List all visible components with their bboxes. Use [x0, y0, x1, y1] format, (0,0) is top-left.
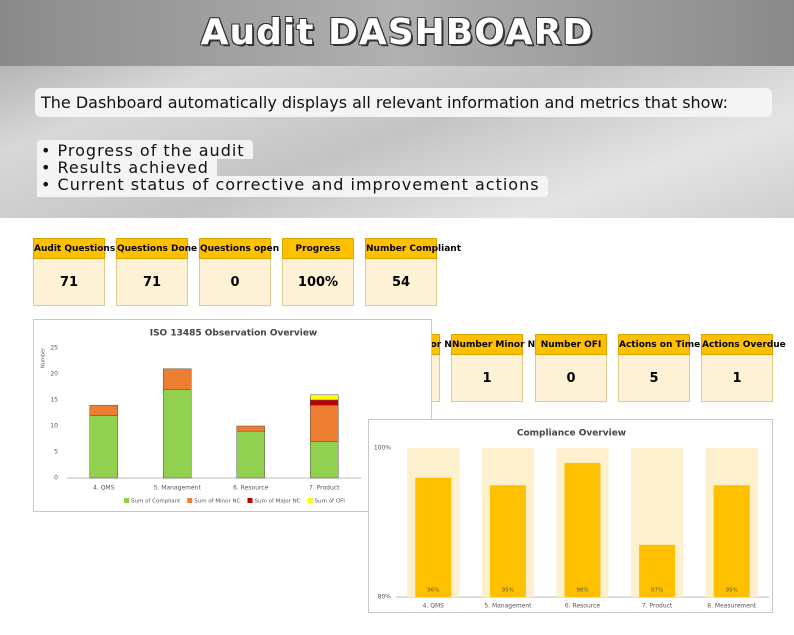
- kpi-label: Progress: [282, 238, 354, 259]
- kpi-value: 71: [33, 259, 105, 306]
- bar-segment: [236, 425, 265, 432]
- bar: [564, 462, 601, 597]
- legend-label: Sum of Major NC: [255, 499, 301, 505]
- kpi-card: Number Compliant 54: [365, 238, 461, 306]
- bullets: • Progress of the audit • Results achieve…: [37, 140, 548, 197]
- legend-swatch: [124, 498, 129, 503]
- x-tick-label: 5. Management: [154, 485, 202, 492]
- kpi-card: Number OFI 0: [535, 334, 607, 402]
- chart: Compliance Overview 80% 100% 4. QMS 96% 5. Ma…: [368, 419, 773, 613]
- kpi-value: 1: [451, 355, 523, 402]
- bullet: • Progress of the audit: [37, 140, 253, 159]
- y-tick-label: 80%: [378, 594, 392, 601]
- kpi-card: Questions Done 71: [116, 238, 197, 306]
- kpi-value: 0: [535, 355, 607, 402]
- x-tick-label: 8. Measurement: [707, 603, 756, 610]
- bullet: • Results achieved: [37, 159, 217, 176]
- bar-segment: [310, 404, 339, 442]
- kpi-value: 5: [618, 355, 690, 402]
- bar-segment: [236, 430, 265, 479]
- kpi-value: 100%: [282, 259, 354, 306]
- kpi-label: Actions on Time: [618, 334, 700, 355]
- legend-swatch: [247, 498, 253, 503]
- x-tick-label: 6. Resource: [233, 485, 268, 492]
- title: Audit DASHBOARD: [200, 12, 594, 53]
- bar-segment: [163, 368, 192, 390]
- kpi-card: Progress 100%: [282, 238, 354, 306]
- bullet: • Current status of corrective and impro…: [37, 176, 548, 197]
- bar-segment: [310, 399, 339, 406]
- kpi-label: Number Compliant: [365, 238, 461, 259]
- chart-title: ISO 13485 Observation Overview: [150, 329, 318, 339]
- bar-segment: [310, 394, 339, 401]
- legend-label: Sum of OFI: [315, 499, 346, 505]
- kpi-value: 54: [365, 259, 437, 306]
- bar: [415, 477, 452, 597]
- y-tick-label: 5: [54, 449, 58, 456]
- kpi-label: Number Minor NC: [451, 334, 542, 355]
- bar-segment: [89, 404, 118, 416]
- bar: [713, 485, 750, 597]
- kpi-card: Actions on Time 5: [618, 334, 700, 402]
- kpi-card: Audit Questions 71: [33, 238, 115, 306]
- legend-label: Sum of Minor NC: [194, 499, 240, 505]
- kpi-label: Actions Overdue: [701, 334, 786, 355]
- kpi-card: Questions open 0: [199, 238, 279, 306]
- kpi-value: 71: [116, 259, 188, 306]
- value-label: 95%: [726, 588, 738, 594]
- bullet-text: Results achieved: [57, 158, 209, 177]
- bar-segment: [163, 389, 192, 479]
- kpi-label: Questions open: [199, 238, 279, 259]
- y-tick-label: 10: [50, 423, 58, 430]
- value-label: 98%: [576, 588, 588, 594]
- y-tick-label: 100%: [374, 445, 391, 452]
- kpi-card: Number Minor NC 1: [451, 334, 542, 402]
- bar-segment: [310, 441, 339, 479]
- kpi-label: Audit Questions: [33, 238, 115, 259]
- legend-label: Sum of Compliant: [131, 499, 181, 505]
- bar: [639, 544, 676, 597]
- x-tick-label: 7. Product: [642, 603, 673, 610]
- legend-swatch: [187, 498, 193, 503]
- bullet-text: Progress of the audit: [57, 141, 245, 160]
- y-axis-label: Number: [41, 347, 47, 368]
- value-label: 96%: [427, 588, 439, 594]
- value-label: 87%: [651, 588, 663, 594]
- kpi-value: 0: [199, 259, 271, 306]
- header-band: [0, 0, 794, 66]
- header: Audit DASHBOARD The Dashboard automatica…: [0, 0, 794, 218]
- bullet-text: Current status of corrective and improve…: [57, 175, 540, 194]
- x-tick-label: 5. Management: [484, 603, 532, 610]
- x-tick-label: 4. QMS: [93, 485, 115, 492]
- x-tick-label: 7. Product: [309, 485, 340, 492]
- y-tick-label: 15: [50, 397, 58, 404]
- kpi-value: 1: [701, 355, 773, 402]
- x-tick-label: 6. Resource: [565, 603, 600, 610]
- value-label: 95%: [502, 588, 514, 594]
- y-tick-label: 25: [50, 345, 58, 352]
- kpi-label: Number OFI: [535, 334, 607, 355]
- bar: [489, 485, 526, 597]
- x-tick-label: 4. QMS: [423, 603, 445, 610]
- legend-swatch: [307, 498, 313, 503]
- y-tick-label: 20: [50, 371, 58, 378]
- bar-segment: [89, 415, 118, 479]
- kpi-label: Questions Done: [116, 238, 197, 259]
- chart-title: Compliance Overview: [517, 429, 626, 439]
- intro: The Dashboard automatically displays all…: [35, 88, 772, 117]
- kpi-card: Actions Overdue 1: [701, 334, 786, 402]
- y-tick-label: 0: [54, 475, 58, 482]
- chart: ISO 13485 Observation Overview Number 0 5 10…: [33, 319, 432, 512]
